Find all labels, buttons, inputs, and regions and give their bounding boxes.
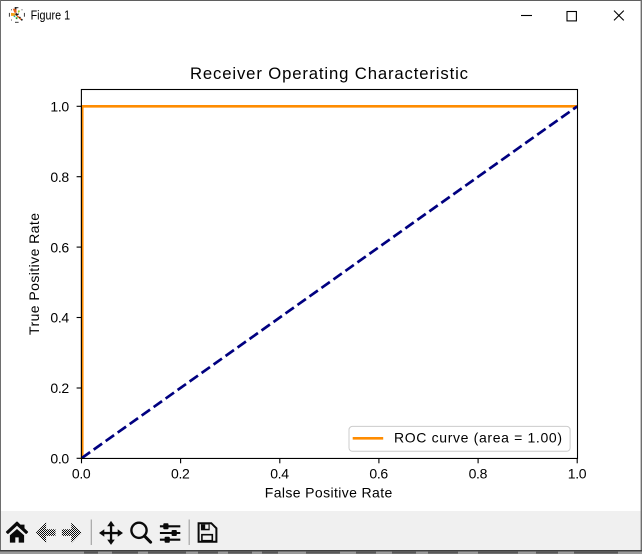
svg-text:0.4: 0.4 xyxy=(270,466,289,482)
svg-text:ROC curve (area = 1.00): ROC curve (area = 1.00) xyxy=(394,430,562,446)
svg-text:0.8: 0.8 xyxy=(469,466,488,482)
svg-text:1.0: 1.0 xyxy=(568,466,587,482)
svg-text:False Positive Rate: False Positive Rate xyxy=(265,485,393,501)
svg-text:0.6: 0.6 xyxy=(50,239,69,255)
svg-text:0.6: 0.6 xyxy=(369,466,388,482)
svg-text:0.2: 0.2 xyxy=(50,380,69,396)
svg-text:0.8: 0.8 xyxy=(50,169,69,185)
svg-text:0.2: 0.2 xyxy=(171,466,190,482)
svg-text:1.0: 1.0 xyxy=(50,99,69,115)
svg-text:0.0: 0.0 xyxy=(50,451,69,467)
svg-text:Receiver Operating Characteris: Receiver Operating Characteristic xyxy=(190,64,468,83)
svg-text:0.4: 0.4 xyxy=(50,310,69,326)
svg-text:0.0: 0.0 xyxy=(72,466,91,482)
svg-text:True Positive Rate: True Positive Rate xyxy=(26,213,42,335)
svg-text:Figure 1: Figure 1 xyxy=(31,7,71,22)
